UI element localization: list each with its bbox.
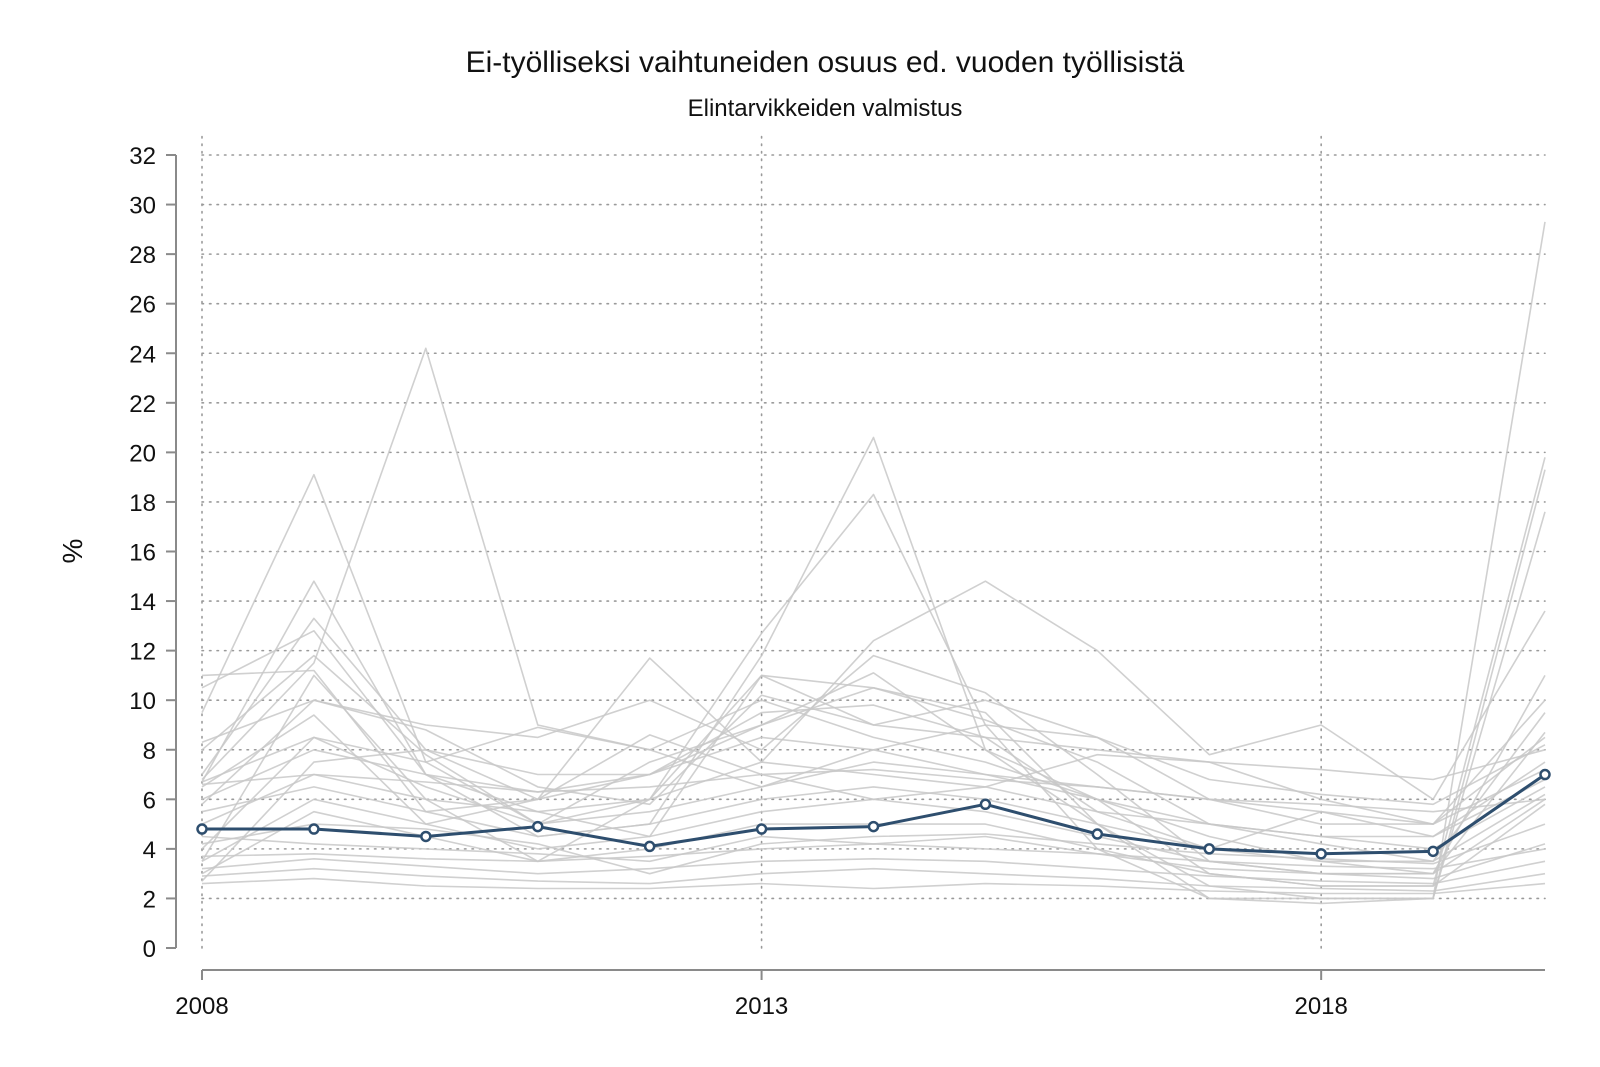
highlight-point xyxy=(1315,848,1327,860)
chart-subtitle: Elintarvikkeiden valmistus xyxy=(688,95,963,122)
y-tick-label: 4 xyxy=(143,837,156,864)
y-tick-label: 18 xyxy=(129,490,156,517)
background-series-line xyxy=(201,654,1546,863)
y-tick-label: 30 xyxy=(129,193,156,220)
background-series-line xyxy=(201,580,1546,801)
background-series-line xyxy=(201,877,1546,895)
highlight-point xyxy=(755,823,768,835)
y-tick-label: 8 xyxy=(143,738,156,765)
background-series-line xyxy=(201,768,1546,813)
x-tick-label: 2008 xyxy=(175,993,228,1020)
highlight-point xyxy=(196,823,208,835)
background-series-layer xyxy=(201,221,1546,905)
highlight-point xyxy=(1539,768,1551,781)
y-tick-label: 0 xyxy=(143,936,156,963)
x-tick-label: 2018 xyxy=(1294,993,1347,1020)
y-tick-label: 32 xyxy=(129,143,156,170)
y-tick-label: 6 xyxy=(143,787,156,814)
highlight-point xyxy=(867,820,880,833)
background-series-line xyxy=(201,736,1546,825)
background-series-line xyxy=(201,736,1546,850)
y-tick-label: 22 xyxy=(129,391,156,418)
highlight-point xyxy=(532,820,544,833)
background-series-line xyxy=(201,493,1546,900)
background-series-line xyxy=(201,843,1546,870)
y-tick-label: 14 xyxy=(129,589,156,616)
y-tick-label: 12 xyxy=(129,639,156,666)
y-tick-label: 10 xyxy=(129,688,156,715)
y-tick-label: 20 xyxy=(129,440,156,467)
highlight-point xyxy=(308,823,320,835)
background-series-line xyxy=(201,704,1546,882)
chart-title: Ei-työlliseksi vaihtuneiden osuus ed. vu… xyxy=(466,46,1185,79)
background-series-line xyxy=(201,786,1546,863)
y-tick-label: 24 xyxy=(129,341,156,368)
y-tick-label: 28 xyxy=(129,242,156,269)
highlight-point xyxy=(1091,828,1104,840)
background-series-line xyxy=(201,694,1546,806)
highlight-series-layer xyxy=(196,768,1551,860)
x-tick-label: 2013 xyxy=(735,993,788,1020)
y-tick-label: 2 xyxy=(143,886,156,913)
background-series-line xyxy=(201,867,1546,892)
highlight-point xyxy=(420,830,432,843)
background-series-line xyxy=(201,857,1546,885)
highlight-point xyxy=(1427,845,1439,858)
y-tick-label: 16 xyxy=(129,540,156,567)
highlight-point xyxy=(643,840,656,853)
highlight-point xyxy=(979,798,992,811)
y-axis-label: % xyxy=(57,539,88,564)
y-tick-label: 26 xyxy=(129,292,156,319)
highlight-point xyxy=(1203,843,1215,855)
